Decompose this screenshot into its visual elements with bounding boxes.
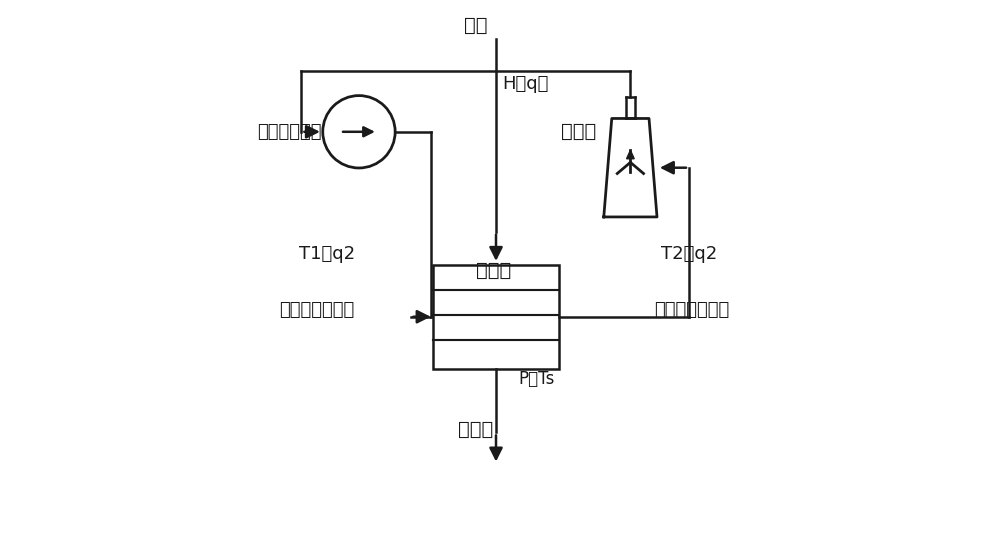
Text: 乏汽: 乏汽: [464, 16, 488, 35]
Text: P，Ts: P，Ts: [519, 370, 555, 388]
Text: 凝汽器: 凝汽器: [476, 261, 511, 280]
Text: 凝结水: 凝结水: [458, 421, 494, 439]
Text: T1，q2: T1，q2: [299, 245, 355, 263]
Polygon shape: [627, 150, 634, 159]
Circle shape: [323, 96, 395, 168]
Bar: [433, 265, 559, 369]
Text: 循环冷却水供水: 循环冷却水供水: [654, 301, 729, 319]
Text: 循环冷却水回水: 循环冷却水回水: [279, 301, 354, 319]
Text: T2，q2: T2，q2: [661, 245, 717, 263]
Text: 循环冷却水泵: 循环冷却水泵: [258, 123, 322, 141]
Text: 冷却塔: 冷却塔: [561, 123, 596, 141]
Text: H（q）: H（q）: [503, 75, 549, 93]
